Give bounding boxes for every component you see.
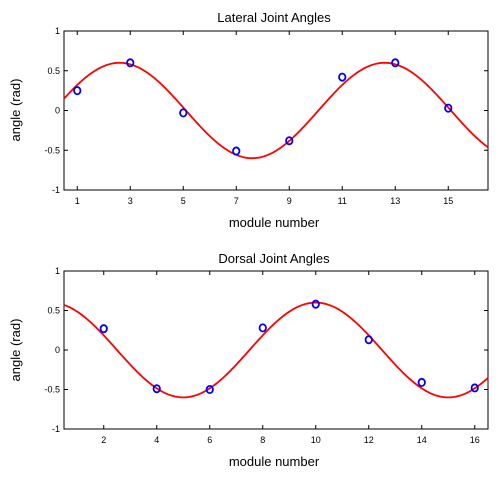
y-tick-label: 0.5 [47, 306, 60, 316]
marks [63, 270, 489, 430]
x-tick-label: 14 [417, 435, 427, 445]
x-tick-label: 11 [338, 196, 347, 206]
x-tick-label: 12 [364, 435, 374, 445]
y-tick-label: -1 [52, 424, 60, 434]
fitted-curve [63, 61, 489, 160]
x-tick-label: 2 [101, 435, 106, 445]
lateral-joint-angles-plot: Lateral Joint Angles angle (rad) module … [8, 10, 489, 230]
y-tick-label: 1 [55, 266, 60, 276]
x-tick-label: 10 [311, 435, 321, 445]
x-axis-label: module number [229, 215, 320, 230]
x-tick-labels: 1 3 5 7 9 11 13 15 [75, 196, 454, 206]
y-tick-labels: 1 0.5 0 -0.5 -1 [44, 266, 60, 434]
y-tick-label: -1 [52, 185, 60, 195]
marks [63, 30, 489, 191]
y-tick-labels: 1 0.5 0 -0.5 -1 [44, 26, 60, 195]
data-point [205, 384, 214, 394]
y-tick-label: 0.5 [47, 66, 60, 76]
x-tick-label: 5 [181, 196, 186, 206]
y-tick-label: 0 [55, 345, 60, 355]
data-point [470, 383, 479, 393]
data-point [338, 72, 347, 82]
plot-title: Lateral Joint Angles [217, 10, 331, 25]
x-tick-label: 9 [287, 196, 292, 206]
x-tick-label: 15 [443, 196, 453, 206]
y-axis-label: angle (rad) [8, 319, 23, 382]
y-tick-label: 0 [55, 106, 60, 116]
x-tick-label: 16 [470, 435, 480, 445]
data-point [391, 58, 400, 68]
x-tick-label: 7 [234, 196, 239, 206]
data-point [285, 136, 294, 146]
data-point [126, 58, 135, 68]
data-point [444, 103, 453, 113]
data-point [99, 324, 108, 334]
dorsal-joint-angles-plot: Dorsal Joint Angles angle (rad) module n… [8, 251, 489, 469]
y-axis-label: angle (rad) [8, 79, 23, 142]
plot-title: Dorsal Joint Angles [218, 251, 330, 266]
x-tick-label: 6 [207, 435, 212, 445]
axes-frame [63, 30, 489, 191]
y-tick-label: -0.5 [44, 145, 60, 155]
x-tick-label: 1 [75, 196, 80, 206]
data-point [364, 335, 373, 345]
x-axis-label: module number [229, 454, 320, 469]
x-tick-label: 4 [154, 435, 159, 445]
x-tick-labels: 2 4 6 8 10 12 14 16 [101, 435, 480, 445]
data-point [73, 86, 82, 96]
data-point [258, 323, 267, 333]
data-point [179, 108, 188, 118]
data-point [232, 146, 241, 156]
y-tick-label: -0.5 [44, 385, 60, 395]
x-tick-label: 13 [390, 196, 400, 206]
x-tick-label: 8 [260, 435, 265, 445]
axes-frame [63, 270, 489, 430]
data-point [152, 384, 161, 394]
data-point [311, 299, 320, 309]
data-point [417, 377, 426, 387]
x-tick-label: 3 [128, 196, 133, 206]
y-tick-label: 1 [55, 26, 60, 36]
fitted-curve [63, 301, 489, 399]
